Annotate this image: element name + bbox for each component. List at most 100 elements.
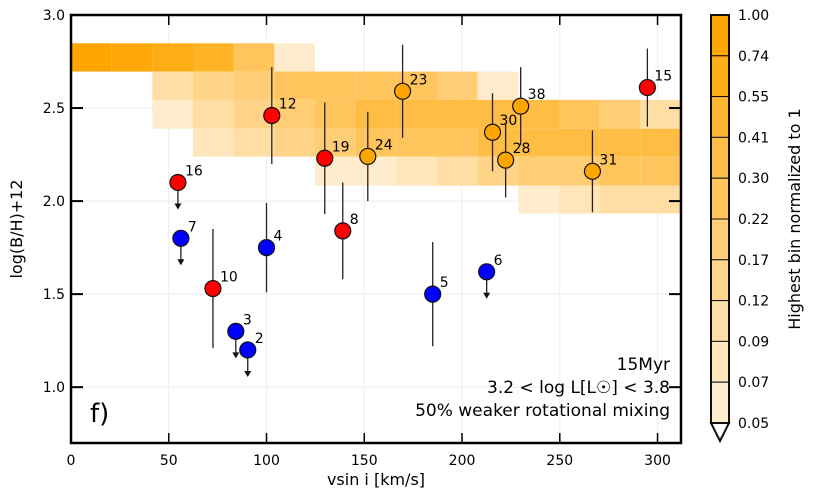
point-label: 3 [243, 312, 252, 328]
y-tick-label: 2.5 [43, 101, 65, 117]
point-label: 19 [332, 139, 350, 155]
y-axis-label: log(B/H)+12 [7, 179, 26, 278]
x-axis-label: vsin i [km/s] [327, 470, 425, 489]
axes-frame [69, 13, 683, 445]
arrow-head-icon [483, 292, 491, 299]
colorbar-tick-label: 0.55 [738, 90, 769, 106]
heatmap-cell [640, 128, 681, 157]
point-label: 2 [255, 331, 264, 347]
heatmap-cell [233, 43, 275, 72]
data-point [638, 78, 656, 97]
heatmap-cell [559, 185, 600, 214]
heatmap-cell [71, 43, 112, 72]
arrow-head-icon [232, 352, 240, 359]
colorbar-segment [710, 55, 730, 98]
heatmap-cell [559, 128, 600, 157]
heatmap-cell [437, 128, 478, 157]
heatmap-cell [193, 99, 234, 129]
data-point [359, 147, 377, 166]
heatmap-cell [518, 128, 559, 157]
data-point [316, 149, 334, 167]
x-tick-label: 0 [67, 453, 76, 469]
heatmap-cell [355, 71, 397, 100]
x-tick-label: 200 [449, 453, 476, 469]
annotation-line: 50% weaker rotational mixing [415, 401, 670, 421]
heatmap-cell [193, 43, 234, 72]
heatmap-cell [518, 156, 559, 186]
point-label: 10 [220, 270, 238, 286]
point-label: 16 [185, 163, 203, 179]
x-tick-label: 150 [351, 453, 378, 469]
heatmap-cell [193, 128, 234, 157]
colorbar-segment [710, 136, 730, 179]
colorbar-segment [710, 340, 730, 383]
heatmap-cell [599, 185, 641, 214]
heatmap-cell [111, 43, 153, 72]
point-label: 30 [500, 113, 518, 129]
colorbar-tick-label: 0.30 [738, 171, 769, 187]
colorbar-segment [710, 96, 730, 138]
heatmap-cell [640, 185, 681, 214]
data-point [583, 162, 602, 180]
data-point [257, 239, 276, 257]
colorbar-tick-label: 1.00 [738, 8, 769, 24]
x-tick-label: 250 [546, 453, 573, 469]
y-tick-label: 2.0 [43, 194, 65, 210]
heatmap-cell [437, 99, 478, 129]
heatmap-cell [640, 99, 681, 129]
heatmap-cell [315, 99, 356, 129]
heatmap-cell [559, 99, 600, 129]
data-point [172, 229, 190, 247]
annotation-line: 3.2 < log L[L☉] < 3.8 [487, 378, 670, 398]
point-label: 12 [279, 96, 297, 112]
colorbar-segment [710, 14, 730, 57]
colorbar-segment [710, 177, 730, 220]
data-point [478, 263, 496, 281]
colorbar-tick-label: 0.22 [738, 212, 769, 228]
heatmap-cell [274, 99, 315, 129]
colorbar-label: Highest bin normalized to 1 [785, 108, 804, 329]
heatmap-cell [518, 185, 559, 214]
colorbar-extend-arrow-icon [709, 422, 731, 444]
arrow-head-icon [244, 370, 252, 377]
heatmap-cell [152, 43, 193, 72]
colorbar-tick-label: 0.17 [738, 253, 769, 269]
point-label: 8 [350, 212, 359, 228]
colorbar-segment [710, 300, 730, 342]
point-label: 7 [188, 219, 197, 235]
colorbar-tick-label: 0.07 [738, 375, 769, 391]
colorbar-segment [710, 381, 730, 424]
data-point [393, 82, 412, 100]
point-label: 6 [494, 253, 503, 269]
heatmap-cell [274, 128, 315, 157]
heatmap-cell [274, 43, 315, 72]
data-point [169, 173, 187, 192]
heatmap-cell [233, 128, 275, 157]
x-tick-label: 300 [644, 453, 671, 469]
point-label: 24 [375, 137, 393, 153]
heatmap-cell [599, 128, 641, 157]
colorbar-tick-label: 0.74 [738, 49, 769, 65]
heatmap-cell [193, 71, 234, 100]
point-label: 15 [654, 69, 672, 85]
panel-label: f) [90, 399, 109, 429]
data-point [263, 106, 281, 125]
data-point [334, 222, 352, 240]
colorbar-tick-label: 0.12 [738, 294, 769, 310]
heatmap-cell [599, 99, 641, 129]
heatmap-cell [477, 71, 519, 100]
colorbar-segment [710, 218, 730, 261]
data-point [483, 123, 502, 141]
data-point [227, 322, 245, 340]
heatmap-cell [315, 71, 356, 100]
heatmap-cell [355, 99, 397, 129]
arrow-head-icon [177, 259, 185, 266]
data-point [239, 341, 257, 359]
heatmap-cell [152, 99, 193, 129]
point-label: 5 [440, 275, 449, 291]
heatmap-cell [152, 71, 193, 100]
heatmap-cell [477, 99, 519, 129]
point-label: 4 [274, 229, 283, 245]
